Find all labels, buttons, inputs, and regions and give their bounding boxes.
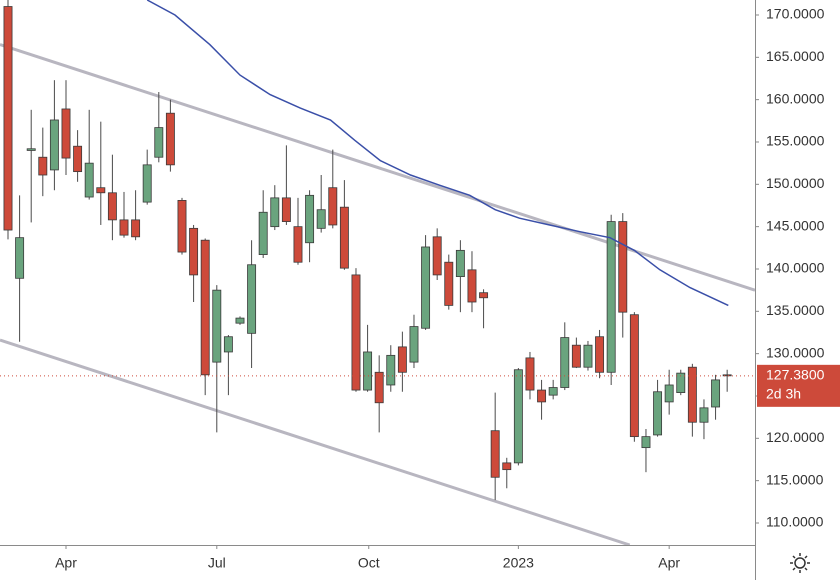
last-price-box: [757, 364, 840, 407]
candle-body: [722, 374, 732, 377]
candle-body: [96, 187, 106, 194]
candle-body: [653, 391, 663, 436]
candle-body: [351, 274, 361, 391]
y-tick-label: 110.0000: [766, 514, 824, 530]
candle-body: [305, 194, 315, 244]
y-tick-label: 145.0000: [766, 217, 825, 233]
y-tick-label: 135.0000: [766, 302, 825, 318]
candle-body: [165, 112, 175, 166]
candle-body: [397, 346, 407, 373]
candle-body: [212, 289, 222, 363]
candle-body: [73, 145, 83, 173]
candle-body: [142, 164, 152, 203]
candle-body: [328, 187, 338, 226]
candle-body: [3, 6, 13, 231]
trendline: [0, 43, 755, 292]
settings-icon[interactable]: [790, 553, 810, 573]
candle-body: [595, 336, 605, 373]
y-tick-label: 140.0000: [766, 260, 825, 276]
x-tick-label: Oct: [358, 555, 380, 571]
candle-body: [687, 366, 697, 423]
candle-body: [26, 148, 36, 151]
candle-body: [84, 162, 94, 198]
candle-body: [154, 127, 164, 158]
x-tick-label: 2023: [503, 555, 534, 571]
candle-body: [711, 379, 721, 408]
candle-body: [444, 261, 454, 306]
x-tick-label: Jul: [208, 555, 226, 571]
candle-body: [548, 387, 558, 396]
candle-body: [537, 389, 547, 403]
trendline: [0, 338, 631, 545]
y-tick-label: 115.0000: [766, 471, 824, 487]
candle-body: [664, 384, 674, 403]
candle-body: [560, 337, 570, 388]
y-tick-label: 165.0000: [766, 48, 825, 64]
candle-body: [455, 249, 465, 278]
candle-body: [479, 292, 489, 299]
y-tick-label: 160.0000: [766, 90, 825, 106]
candle-body: [258, 211, 268, 255]
candle-body: [502, 462, 512, 471]
last-price-label: 127.3800: [766, 367, 825, 383]
y-tick-label: 155.0000: [766, 133, 825, 149]
moving-average: [146, 0, 729, 307]
candle-body: [467, 269, 477, 303]
candle-body: [432, 236, 442, 276]
candle-body: [409, 326, 419, 363]
candle-body: [131, 219, 141, 238]
candle-body: [676, 372, 686, 393]
candle-body: [374, 371, 384, 404]
candle-body: [583, 344, 593, 368]
candle-body: [281, 197, 291, 222]
candle-body: [699, 407, 709, 423]
countdown-label: 2d 3h: [766, 386, 801, 402]
candle-body: [629, 314, 639, 438]
candle-body: [339, 206, 349, 269]
candle-body: [641, 436, 651, 449]
candle-body: [107, 192, 117, 221]
candle-body: [200, 239, 210, 376]
candle-body: [38, 156, 48, 176]
x-tick-label: Apr: [658, 555, 680, 571]
candle-body: [618, 221, 628, 313]
candle-body: [15, 237, 25, 279]
candle-body: [571, 344, 581, 368]
candle-body: [223, 336, 233, 353]
candle-body: [490, 430, 500, 478]
candle-body: [119, 219, 129, 236]
candle-body: [49, 119, 59, 171]
candle-body: [235, 317, 245, 324]
plot-area: [0, 0, 755, 545]
candle-body: [606, 221, 616, 373]
candle-body: [177, 200, 187, 253]
candle-body: [61, 108, 71, 159]
candle-body: [270, 197, 280, 228]
x-tick-label: Apr: [55, 555, 77, 571]
candle-body: [247, 264, 257, 334]
candle-body: [386, 354, 396, 386]
candle-body: [189, 227, 199, 276]
candle-body: [513, 369, 523, 464]
candle-body: [363, 351, 373, 391]
candle-body: [316, 209, 326, 229]
y-tick-label: 130.0000: [766, 344, 825, 360]
candle-body: [421, 246, 431, 329]
y-tick-label: 120.0000: [766, 429, 825, 445]
y-tick-label: 170.0000: [766, 6, 825, 22]
y-tick-label: 150.0000: [766, 175, 825, 191]
candle-body: [525, 357, 535, 391]
candle-body: [293, 226, 303, 263]
